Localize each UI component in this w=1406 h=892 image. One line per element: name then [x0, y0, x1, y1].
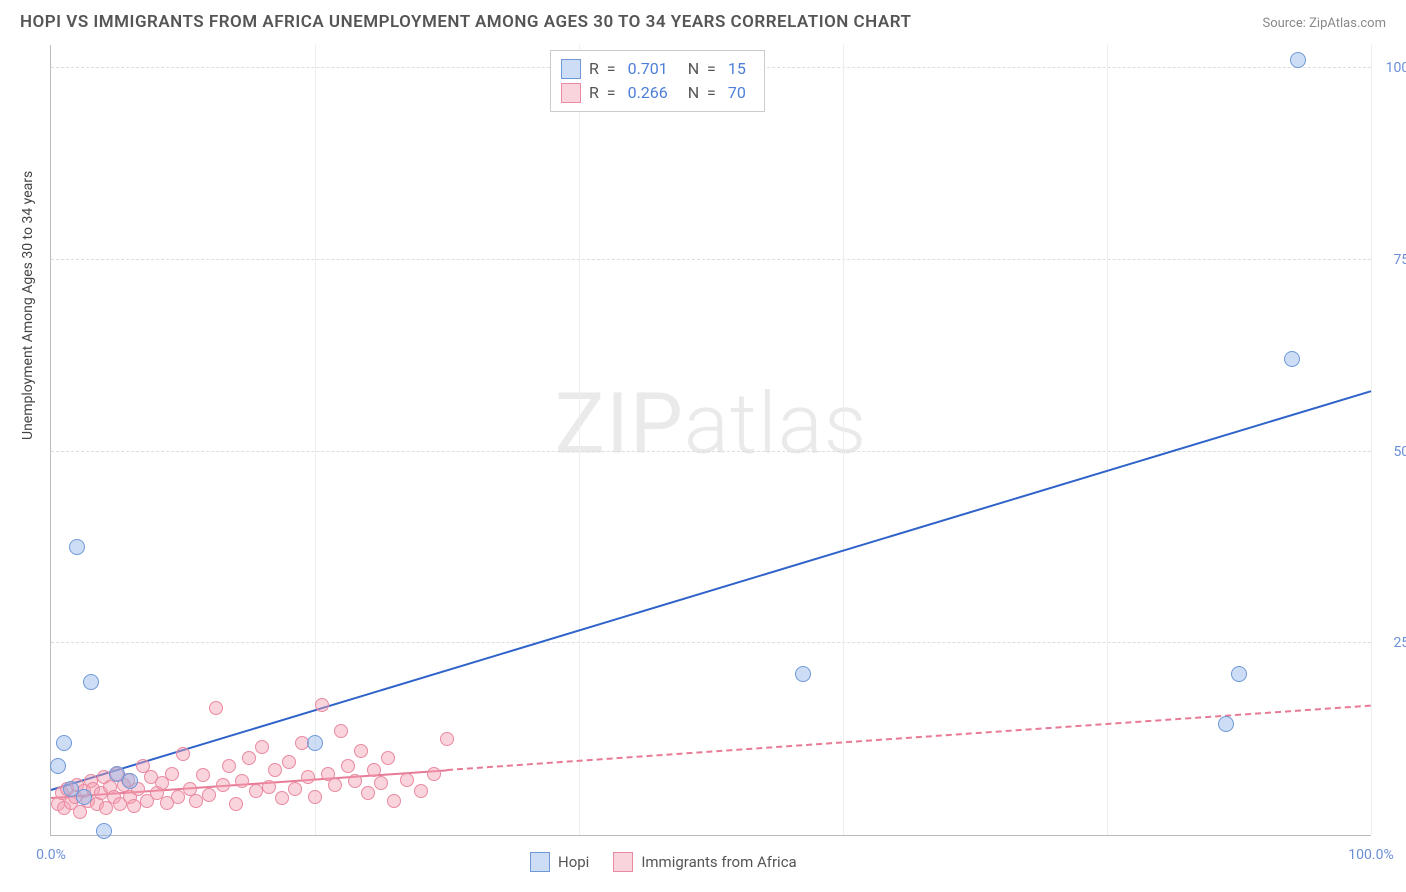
data-point — [374, 776, 388, 790]
data-point — [795, 666, 811, 682]
data-point — [222, 759, 236, 773]
data-point — [1218, 716, 1234, 732]
series-legend-label: Hopi — [558, 853, 589, 871]
legend-swatch — [530, 852, 550, 872]
y-axis-label: Unemployment Among Ages 30 to 34 years — [20, 171, 36, 440]
data-point — [348, 774, 362, 788]
data-point — [122, 773, 138, 789]
scatter-plot: ZIPatlas 25.0%50.0%75.0%100.0%0.0%100.0% — [50, 45, 1371, 836]
correlation-legend-row: R = 0.701 N = 15 — [561, 57, 750, 81]
y-tick-label: 100.0% — [1376, 60, 1406, 76]
gridline-h — [51, 642, 1371, 643]
data-point — [196, 768, 210, 782]
data-point — [440, 732, 454, 746]
data-point — [1231, 666, 1247, 682]
gridline-h — [51, 259, 1371, 260]
data-point — [354, 744, 368, 758]
data-point — [268, 763, 282, 777]
gridline-v — [579, 45, 580, 835]
gridline-v — [1107, 45, 1108, 835]
series-legend-label: Immigrants from Africa — [641, 853, 796, 871]
data-point — [255, 740, 269, 754]
data-point — [334, 724, 348, 738]
legend-n-label: N = — [680, 57, 716, 81]
data-point — [96, 823, 112, 839]
data-point — [414, 784, 428, 798]
data-point — [400, 773, 414, 787]
legend-swatch — [561, 83, 581, 103]
data-point — [235, 774, 249, 788]
data-point — [427, 767, 441, 781]
data-point — [1284, 351, 1300, 367]
data-point — [76, 789, 92, 805]
legend-r-label: R = — [589, 81, 616, 105]
legend-n-value: 15 — [724, 57, 750, 81]
data-point — [282, 755, 296, 769]
legend-n-value: 70 — [724, 81, 750, 105]
data-point — [56, 735, 72, 751]
data-point — [381, 751, 395, 765]
data-point — [165, 767, 179, 781]
series-legend-item: Hopi — [530, 852, 589, 872]
data-point — [308, 790, 322, 804]
trend-line — [447, 705, 1371, 771]
y-tick-label: 25.0% — [1376, 635, 1406, 651]
data-point — [127, 799, 141, 813]
data-point — [1290, 52, 1306, 68]
x-tick-label: 100.0% — [1348, 847, 1393, 863]
correlation-legend-row: R = 0.266 N = 70 — [561, 81, 750, 105]
data-point — [242, 751, 256, 765]
correlation-legend: R = 0.701 N = 15 R = 0.266 N = 70 — [550, 50, 765, 112]
legend-r-value: 0.266 — [624, 81, 672, 105]
legend-r-label: R = — [589, 57, 616, 81]
data-point — [387, 794, 401, 808]
data-point — [361, 786, 375, 800]
data-point — [189, 794, 203, 808]
y-tick-label: 50.0% — [1376, 444, 1406, 460]
data-point — [249, 784, 263, 798]
legend-n-label: N = — [680, 81, 716, 105]
data-point — [216, 778, 230, 792]
data-point — [50, 758, 66, 774]
data-point — [315, 698, 329, 712]
data-point — [83, 674, 99, 690]
y-tick-label: 75.0% — [1376, 252, 1406, 268]
data-point — [341, 759, 355, 773]
data-point — [367, 763, 381, 777]
data-point — [288, 782, 302, 796]
gridline-v — [843, 45, 844, 835]
data-point — [229, 797, 243, 811]
source-label: Source: ZipAtlas.com — [1262, 16, 1386, 31]
data-point — [262, 780, 276, 794]
gridline-v — [1371, 45, 1372, 835]
data-point — [328, 778, 342, 792]
legend-swatch — [613, 852, 633, 872]
data-point — [307, 735, 323, 751]
data-point — [69, 539, 85, 555]
chart-title: HOPI VS IMMIGRANTS FROM AFRICA UNEMPLOYM… — [20, 12, 911, 32]
data-point — [275, 791, 289, 805]
data-point — [301, 770, 315, 784]
legend-r-value: 0.701 — [624, 57, 672, 81]
legend-swatch — [561, 59, 581, 79]
data-point — [202, 788, 216, 802]
series-legend-item: Immigrants from Africa — [613, 852, 796, 872]
data-point — [176, 747, 190, 761]
data-point — [209, 701, 223, 715]
series-legend: Hopi Immigrants from Africa — [530, 852, 797, 872]
x-tick-label: 0.0% — [36, 847, 66, 863]
gridline-v — [315, 45, 316, 835]
watermark: ZIPatlas — [555, 375, 868, 474]
